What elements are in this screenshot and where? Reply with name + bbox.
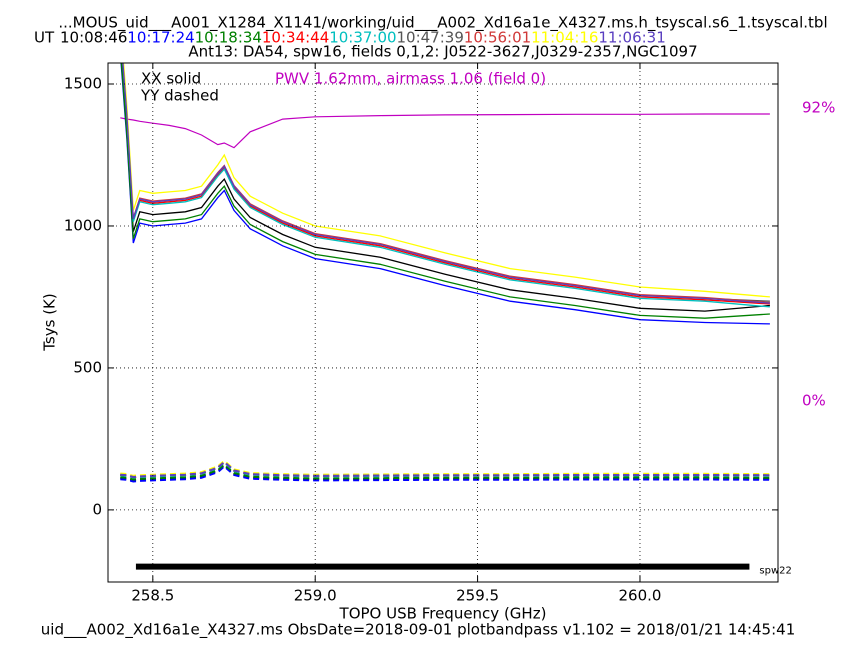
xx-line	[122, 63, 770, 308]
y-tick-label: 0	[92, 500, 102, 518]
yy-line	[120, 459, 770, 477]
y-tick-label: 1000	[64, 216, 102, 234]
chart-subtitle: Ant13: DA54, spw16, fields 0,1,2: J0522-…	[188, 43, 697, 61]
legend-entry: 11:04:16	[531, 29, 598, 47]
plot-frame	[107, 62, 779, 583]
legend-entry: 10:18:34	[195, 29, 262, 47]
pwv-note: PWV 1.62mm, airmass 1.06 (field 0)	[275, 70, 546, 88]
xx-line	[122, 63, 770, 305]
x-axis-label: TOPO USB Frequency (GHz)	[339, 605, 547, 623]
yy-line	[120, 460, 770, 479]
xx-line	[122, 63, 770, 304]
footer: uid___A002_Xd16a1e_X4327.ms ObsDate=2018…	[41, 621, 795, 640]
y2-tick-label: 0%	[802, 392, 826, 410]
legend-entry: 10:17:24	[127, 29, 194, 47]
legend-entry: 10:37:00	[329, 29, 396, 47]
y-axis-label: Tsys (K)	[41, 293, 59, 352]
transmission-line	[120, 113, 770, 149]
xx-line	[121, 63, 770, 312]
annotation: XX solid	[141, 70, 201, 88]
legend-entry: 10:56:01	[464, 29, 531, 47]
xx-line	[120, 63, 770, 319]
x-tick-label: 258.5	[131, 587, 174, 605]
legend-entry: 10:47:39	[397, 29, 464, 47]
x-tick-label: 260.0	[618, 587, 661, 605]
xx-line	[120, 63, 770, 325]
x-tick-label: 259.5	[456, 587, 499, 605]
plot-area	[120, 63, 770, 483]
legend-entry: 11:06:31	[598, 29, 665, 47]
annotation: YY dashed	[140, 87, 219, 105]
chart-title: ...MOUS_uid___A001_X1284_X1141/working/u…	[58, 14, 827, 33]
y-tick-label: 1500	[64, 75, 102, 93]
x-tick-label: 259.0	[294, 587, 337, 605]
y-tick-label: 500	[73, 358, 102, 376]
spw-label: spw22	[759, 566, 791, 577]
y2-tick-label: 92%	[802, 98, 835, 116]
xx-line	[122, 63, 770, 298]
time-prefix: UT	[34, 29, 55, 47]
yy-line	[120, 463, 770, 481]
legend-entry: 10:08:46	[60, 29, 127, 47]
yy-line	[120, 465, 770, 483]
legend-entry: 10:34:44	[262, 29, 329, 47]
